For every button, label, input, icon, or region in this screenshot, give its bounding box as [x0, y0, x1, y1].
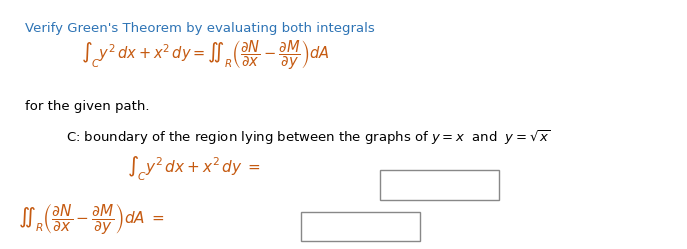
Text: $\int_C y^2\,dx + x^2\,dy = \iint_R \left(\dfrac{\partial N}{\partial x} - \dfra: $\int_C y^2\,dx + x^2\,dy = \iint_R \lef… [82, 39, 330, 72]
Text: $\int_C y^2\,dx + x^2\,dy\;=$: $\int_C y^2\,dx + x^2\,dy\;=$ [128, 155, 261, 183]
Text: Verify Green's Theorem by evaluating both integrals: Verify Green's Theorem by evaluating bot… [25, 22, 375, 35]
Text: for the given path.: for the given path. [25, 100, 150, 113]
Text: $\iint_R \left(\dfrac{\partial N}{\partial x} - \dfrac{\partial M}{\partial y}\r: $\iint_R \left(\dfrac{\partial N}{\parti… [19, 200, 165, 236]
FancyBboxPatch shape [380, 170, 499, 200]
FancyBboxPatch shape [301, 212, 420, 242]
Text: C: boundary of the region lying between the graphs of $y = x$  and  $y = \sqrt{x: C: boundary of the region lying between … [66, 128, 551, 147]
